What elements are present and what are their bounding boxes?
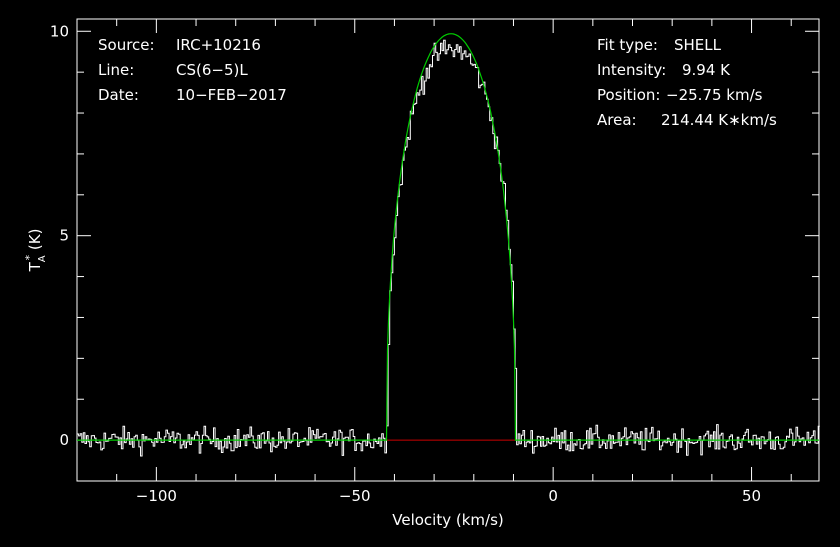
x-tick-label: −100 <box>136 487 177 505</box>
info-date-value: 10−FEB−2017 <box>176 86 287 104</box>
info-date-key: Date: <box>98 86 139 104</box>
info-panel-right: Fit type: SHELL Intensity: 9.94 K Positi… <box>597 36 777 129</box>
y-tick-label: 5 <box>59 227 69 245</box>
y-tick-label: 10 <box>50 22 69 40</box>
y-axis-label: TA* (K) <box>23 229 48 273</box>
x-tick-label: 0 <box>548 487 558 505</box>
info-panel-left: Source: IRC+10216 Line: CS(6−5)L Date: 1… <box>98 36 287 104</box>
info-fit-type-value: SHELL <box>674 36 722 54</box>
y-axis-label-unit: (K) <box>26 229 44 255</box>
x-tick-label: 50 <box>742 487 761 505</box>
plot-frame <box>76 18 820 482</box>
info-area-value: 214.44 K∗km/s <box>661 111 777 129</box>
x-axis-label: Velocity (km/s) <box>392 511 503 529</box>
y-axis-ticks: 0 5 10 <box>50 22 819 482</box>
info-position-value: −25.75 km/s <box>666 86 763 104</box>
x-axis-ticks: −100 −50 0 50 <box>116 19 792 505</box>
info-intensity-value: 9.94 K <box>682 61 731 79</box>
info-source-key: Source: <box>98 36 155 54</box>
spectrum-line <box>77 39 820 457</box>
fit-line <box>77 33 819 441</box>
info-intensity-key: Intensity: <box>597 61 666 79</box>
info-fit-type-key: Fit type: <box>597 36 658 54</box>
info-source-value: IRC+10216 <box>176 36 261 54</box>
info-area-key: Area: <box>597 111 637 129</box>
y-tick-label: 0 <box>59 431 69 449</box>
y-axis-label-base: T <box>26 261 44 272</box>
y-axis-label-superscript: * <box>23 254 36 260</box>
info-line-key: Line: <box>98 61 134 79</box>
y-axis-label-subscript: A <box>37 255 48 262</box>
info-position-key: Position: <box>597 86 660 104</box>
series-layer <box>77 33 820 457</box>
x-tick-label: −50 <box>339 487 371 505</box>
info-line-value: CS(6−5)L <box>176 61 248 79</box>
